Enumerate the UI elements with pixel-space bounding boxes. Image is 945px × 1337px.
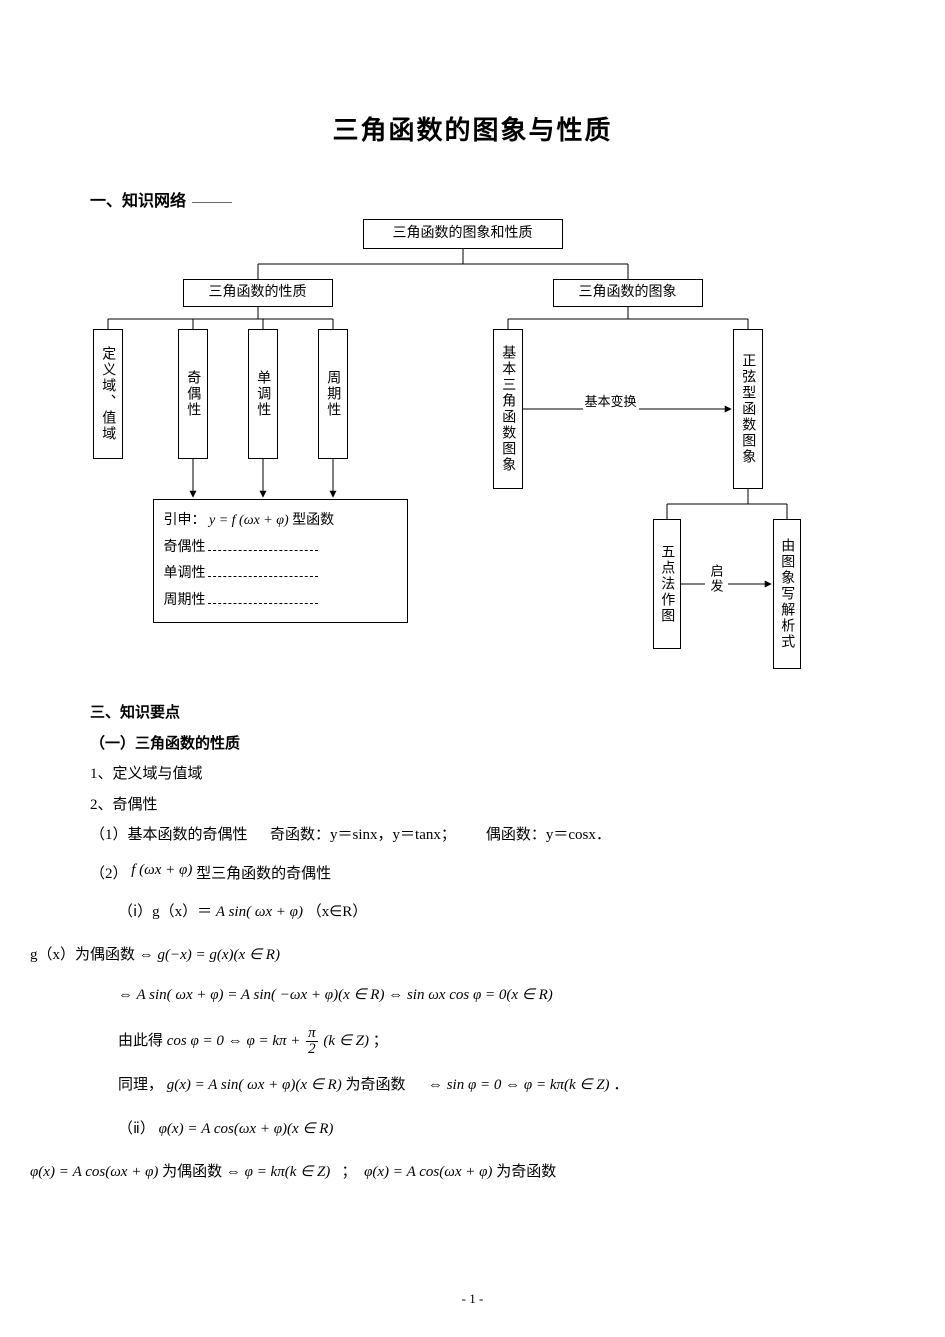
thus-frac-den: 2 — [306, 1042, 318, 1057]
edge-label-transform: 基本变换 — [583, 391, 639, 410]
node-five-point: 五点法作图 — [653, 519, 681, 649]
line-i-lead: （ⅰ）g（x）＝ — [118, 904, 216, 920]
section-1-underline — [192, 202, 232, 203]
even-iff-2a: A sin( ωx + φ) = A sin( −ωx + φ)(x ∈ R) — [136, 987, 384, 1003]
yin-line-3: 周期性 — [164, 593, 206, 608]
section-1-label: 一、知识网络 — [90, 193, 186, 210]
line-2-1-c: 偶函数：y＝cosx． — [486, 827, 611, 843]
line-ii-lead: （ⅱ） — [118, 1121, 155, 1137]
line-i-expr: A sin( ωx + φ) — [216, 904, 303, 920]
body-content: 三、知识要点 （一）三角函数的性质 1、定义域与值域 2、奇偶性 （1）基本函数… — [90, 699, 855, 1186]
item-2: 2、奇偶性 — [90, 791, 855, 820]
likewise-end: ． — [613, 1077, 628, 1093]
node-basic-graph: 基本三角函数图象 — [493, 329, 523, 489]
last-a-mid: 为偶函数 — [162, 1164, 222, 1180]
node-sine-graph: 正弦型函数图象 — [733, 329, 763, 489]
thus-a: cos φ = 0 — [167, 1032, 224, 1048]
node-root: 三角函数的图象和性质 — [363, 219, 563, 249]
page-number: - 1 - — [0, 1291, 945, 1307]
node-period: 周期性 — [318, 329, 348, 459]
section-3-header: 三、知识要点 — [90, 699, 855, 728]
yin-expr: y = f (ωx + φ) — [209, 513, 289, 528]
iff-symbol-7: ⇔ — [226, 1164, 245, 1180]
thus-fraction: π2 — [306, 1026, 318, 1057]
thus-b-pre: φ = kπ + — [246, 1032, 304, 1048]
even-iff-1: g(−x) = g(x)(x ∈ R) — [158, 947, 280, 963]
node-parity: 奇偶性 — [178, 329, 208, 459]
yin-line-1: 奇偶性 — [164, 540, 206, 555]
yin-blank-2 — [208, 564, 318, 578]
likewise-expr: g(x) = A sin( ωx + φ)(x ∈ R) — [167, 1077, 342, 1093]
item-1: 1、定义域与值域 — [90, 760, 855, 789]
yin-tail: 型函数 — [292, 513, 334, 528]
line-2-2-expr: f (ωx + φ) — [131, 862, 192, 878]
likewise-r2: φ = kπ(k ∈ Z) — [524, 1077, 610, 1093]
extension-box: 引申： y = f (ωx + φ) 型函数 奇偶性 单调性 周期性 — [153, 499, 408, 623]
line-2-2-lead: （2） — [90, 866, 128, 882]
yin-line-2: 单调性 — [164, 566, 206, 581]
last-a-r: φ = kπ(k ∈ Z) — [245, 1164, 331, 1180]
node-domain-range: 定义域、值域 — [93, 329, 123, 459]
even-iff-2b: sin ωx cos φ = 0(x ∈ R) — [407, 987, 553, 1003]
line-2-1-b: 奇函数：y＝sinx，y＝tanx； — [270, 827, 456, 843]
last-a-expr: φ(x) = A cos(ωx + φ) — [30, 1164, 158, 1180]
subsection-1-header: （一）三角函数的性质 — [90, 730, 855, 759]
last-b-mid: 为奇函数 — [496, 1164, 556, 1180]
node-graph-group: 三角函数的图象 — [553, 279, 703, 307]
last-sep: ； — [342, 1164, 357, 1180]
likewise-lead: 同理， — [118, 1077, 163, 1093]
even-lead: g（x）为偶函数 — [30, 947, 135, 963]
thus-end: ； — [373, 1032, 388, 1048]
iff-symbol-2: ⇔ — [118, 987, 136, 1003]
thus-b-post: (k ∈ Z) — [323, 1032, 369, 1048]
thus-frac-num: π — [306, 1026, 318, 1042]
iff-symbol-6: ⇔ — [505, 1077, 524, 1093]
node-monotone: 单调性 — [248, 329, 278, 459]
node-props-group: 三角函数的性质 — [183, 279, 333, 307]
iff-symbol-3: ⇔ — [388, 987, 407, 1003]
likewise-mid: 为奇函数 — [345, 1077, 405, 1093]
iff-symbol-4: ⇔ — [228, 1032, 247, 1048]
section-1-header: 一、知识网络 — [90, 187, 855, 211]
yin-blank-1 — [208, 537, 318, 551]
last-b-expr: φ(x) = A cos(ωx + φ) — [364, 1164, 492, 1180]
line-2-1-a: （1）基本函数的奇偶性 — [90, 827, 248, 843]
page-title: 三角函数的图象与性质 — [90, 110, 855, 147]
edge-label-inspire: 启发 — [705, 564, 728, 594]
yin-lead: 引申： — [164, 513, 206, 528]
iff-symbol-5: ⇔ — [428, 1077, 447, 1093]
line-i-tail: （x∈R） — [307, 904, 368, 920]
knowledge-flowchart: 三角函数的图象和性质 三角函数的性质 三角函数的图象 定义域、值域 奇偶性 单调… — [93, 219, 853, 679]
line-ii-expr: φ(x) = A cos(ωx + φ)(x ∈ R) — [159, 1121, 334, 1137]
yin-blank-3 — [208, 590, 318, 604]
likewise-r1: sin φ = 0 — [447, 1077, 502, 1093]
line-2-2-tail: 型三角函数的奇偶性 — [196, 866, 331, 882]
node-write-expr: 由图象写解析式 — [773, 519, 801, 669]
iff-symbol-1: ⇔ — [139, 947, 158, 963]
thus-lead: 由此得 — [118, 1032, 163, 1048]
